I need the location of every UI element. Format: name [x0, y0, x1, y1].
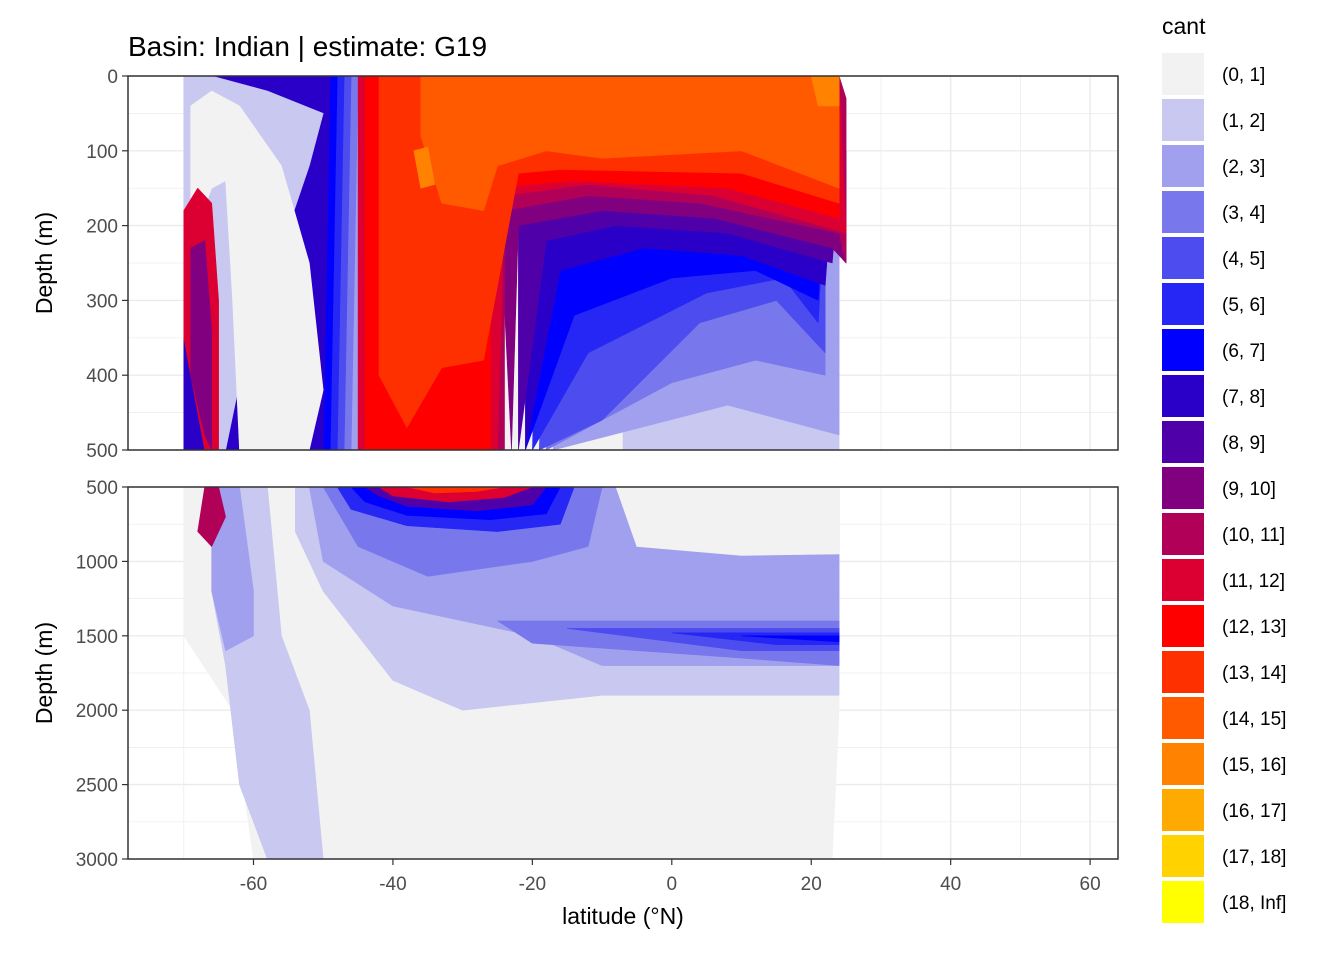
legend-label: (17, 18] — [1222, 847, 1286, 868]
x-axis-title: latitude (°N) — [562, 903, 684, 929]
legend-label: (9, 10] — [1222, 479, 1276, 500]
legend-label: (3, 4] — [1222, 203, 1265, 224]
contour-band-10 — [190, 240, 212, 450]
y-tick-label: 500 — [86, 441, 118, 462]
x-tick-label: 60 — [1080, 874, 1101, 895]
legend-key — [1162, 651, 1204, 693]
x-tick-label: -20 — [519, 874, 546, 895]
panel-top-contour-fill — [183, 76, 847, 450]
legend-key — [1162, 835, 1204, 877]
legend-key — [1162, 697, 1204, 739]
legend-key — [1162, 145, 1204, 187]
y-tick-label: 100 — [86, 142, 118, 163]
legend-label: (13, 14] — [1222, 663, 1286, 684]
legend-title: cant — [1162, 13, 1206, 39]
legend-key — [1162, 53, 1204, 95]
legend-label: (8, 9] — [1222, 433, 1265, 454]
legend-key — [1162, 743, 1204, 785]
legend-label: (4, 5] — [1222, 249, 1265, 270]
y-tick-label: 500 — [86, 478, 118, 499]
contour-band-16 — [810, 76, 840, 107]
y-tick-label: 200 — [86, 217, 118, 238]
x-tick-label: 0 — [667, 874, 678, 895]
panel-bottom-y-axis-title: Depth (m) — [31, 622, 57, 724]
y-tick-label: 3000 — [76, 850, 118, 871]
legend-label: (11, 12] — [1222, 571, 1285, 592]
y-tick-label: 2500 — [76, 776, 118, 797]
y-tick-label: 300 — [86, 291, 118, 312]
legend-keys: (0, 1] (1, 2] (2, 3] (3, 4] (4, 5] (5, 6] (6, … — [1162, 53, 1286, 923]
panel-top-border — [127, 75, 1119, 451]
contour-band-15 — [420, 76, 840, 211]
legend-label: (1, 2] — [1222, 111, 1265, 132]
x-axis: -60 -40 -20 0 20 40 60 — [240, 859, 1101, 895]
panel-bottom-border — [127, 486, 1119, 860]
x-tick-label: -40 — [379, 874, 406, 895]
contour-band-3 — [211, 487, 254, 652]
legend-key — [1162, 789, 1204, 831]
legend-key — [1162, 329, 1204, 371]
legend-label: (2, 3] — [1222, 157, 1265, 178]
contour-band-12 — [378, 487, 533, 503]
legend-key — [1162, 559, 1204, 601]
panel-bottom-y-axis: 500 1000 1500 2000 2500 3000 — [76, 478, 128, 871]
legend-label: (6, 7] — [1222, 341, 1265, 362]
legend-key — [1162, 513, 1204, 555]
legend-label: (7, 8] — [1222, 387, 1265, 408]
x-tick-label: -60 — [240, 874, 267, 895]
chart-title: Basin: Indian | estimate: G19 — [128, 31, 487, 62]
contour-band-7 — [741, 635, 840, 643]
x-tick-label: 20 — [801, 874, 822, 895]
legend-label: (16, 17] — [1222, 801, 1286, 822]
legend-label: (0, 1] — [1222, 65, 1265, 86]
legend-label: (18, Inf] — [1222, 893, 1286, 914]
legend-key — [1162, 467, 1204, 509]
y-tick-label: 0 — [107, 67, 118, 88]
y-tick-label: 2000 — [76, 701, 118, 722]
legend-label: (12, 13] — [1222, 617, 1286, 638]
y-tick-label: 400 — [86, 366, 118, 387]
legend-key — [1162, 283, 1204, 325]
legend-label: (14, 15] — [1222, 709, 1286, 730]
y-tick-label: 1500 — [76, 627, 118, 648]
contour-band-16 — [413, 146, 436, 189]
y-tick-label: 1000 — [76, 552, 118, 573]
contour-band-14 — [406, 487, 505, 494]
legend-key — [1162, 237, 1204, 279]
legend-key — [1162, 421, 1204, 463]
panel-top-y-axis-title: Depth (m) — [31, 212, 57, 314]
panel-bottom-contour-fill — [183, 487, 840, 859]
legend-label: (5, 6] — [1222, 295, 1265, 316]
legend-key — [1162, 881, 1204, 923]
contour-band-1 — [615, 487, 840, 556]
x-tick-label: 40 — [940, 874, 961, 895]
legend-key — [1162, 191, 1204, 233]
legend-label: (10, 11] — [1222, 525, 1285, 546]
legend-key — [1162, 375, 1204, 417]
legend-key — [1162, 605, 1204, 647]
contour-band-11 — [197, 487, 226, 547]
legend: cant (0, 1] (1, 2] (2, 3] (3, 4] (4, 5] (5, 6… — [1162, 13, 1286, 923]
panel-top-y-axis: 0 100 200 300 400 500 — [86, 67, 128, 462]
legend-key — [1162, 99, 1204, 141]
legend-label: (15, 16] — [1222, 755, 1286, 776]
